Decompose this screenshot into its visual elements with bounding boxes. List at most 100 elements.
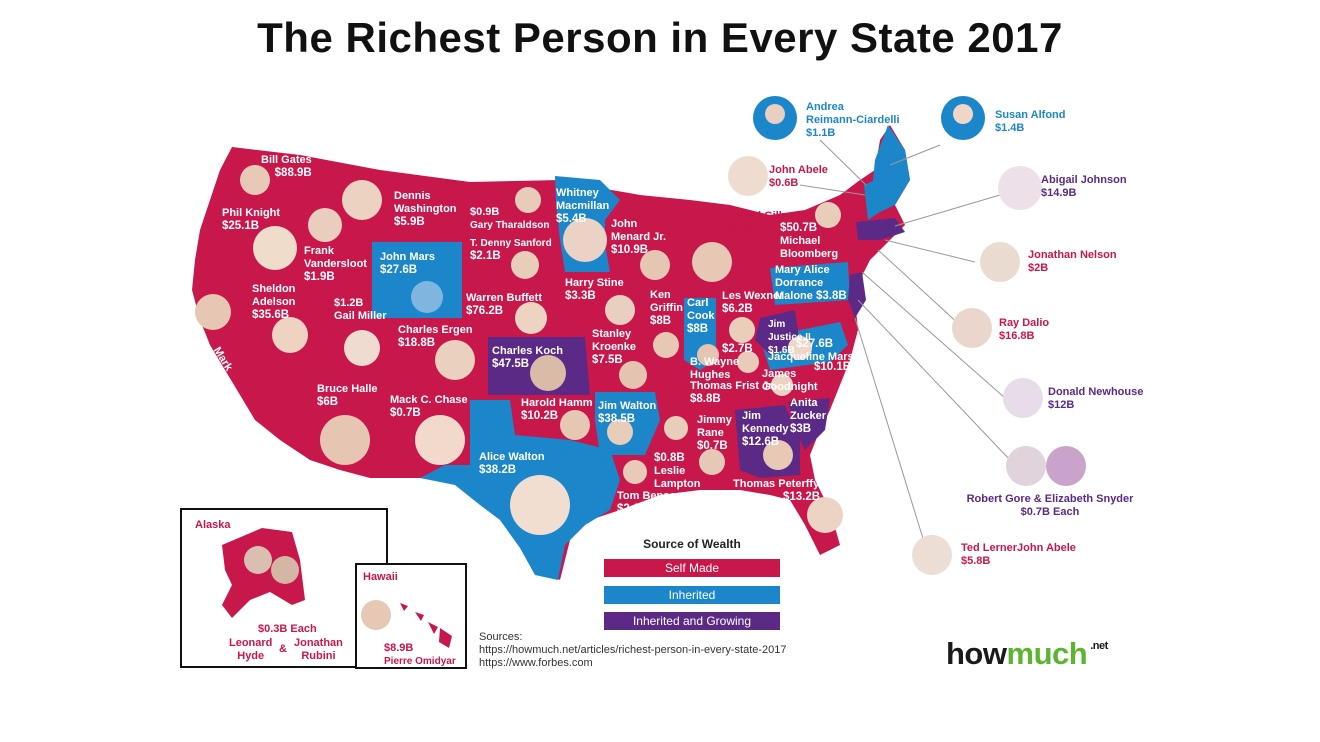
callout-portraits [728,96,1086,575]
portrait-frist [664,416,688,440]
portrait-hughes [697,344,719,366]
portrait-koch [530,355,566,391]
portrait-adelson [272,317,308,353]
portrait-zucker [771,374,793,396]
label-gary: $0.9B Gary Tharaldson [470,206,550,231]
label-jim-kennedy: Jim Kennedy $12.6B [742,410,789,448]
map-portraits [195,165,843,535]
label-denny: T. Denny Sanford $2.1B [470,238,552,262]
label-carl: Carl Cook $8B [687,297,715,335]
label-james-amount: $10.1B [814,361,852,373]
label-harold: Harold Hamm $10.2B [521,397,593,422]
label-james: James Goodnight [762,368,818,393]
callout-susan: Susan Alfond $1.4B [995,109,1066,134]
label-jim-justice: Jim Justice II $1.6B [768,319,811,356]
portrait-rubini [271,556,299,584]
label-tom-benson: Tom Benson $2.6B [617,490,683,515]
label-ken: Ken Griffin $8B [650,289,683,327]
label-sheldon: Sheldon Adelson $35.6B [252,283,296,321]
callout-andrea: Andrea Reimann-Ciardelli $1.1B [806,101,900,139]
label-charles-koch: Charles Koch $47.5B [492,345,563,370]
label-daniel: Daniel Gilbert $5.9B [728,210,800,235]
label-john-menard: John Menard Jr. $10.9B [611,218,667,256]
portrait-gore [1006,446,1046,486]
label-les: Les Wexner $6.2B [722,290,784,315]
portrait-donald [1003,378,1043,418]
portrait-kroenke [619,361,647,389]
portrait-john-abele [728,156,768,196]
label-warren: Warren Buffett $76.2B [466,292,542,317]
source-link-howmuch[interactable]: https://howmuch.net/articles/richest-per… [479,644,787,656]
portrait-buffett [515,302,547,334]
label-thomas-peterffy: Thomas Peterffy $13.2B [733,478,821,503]
callout-abigail: Abigail Johnson $14.9B [1041,174,1127,199]
label-frank: Frank Vandersloot $1.9B [304,245,367,283]
alaska-amount: $0.3B Each [258,623,317,635]
label-bill-gates: Bill Gates $88.9B [261,154,312,179]
portrait-zuckerberg [195,294,231,330]
label-gail: $1.2B Gail Miller [334,297,387,322]
portrait-snyder [1046,446,1086,486]
alaska-shape [222,528,305,618]
hawaii-amount: $8.9B [384,642,414,654]
portrait-griffin [653,332,679,358]
portrait-ergen [435,340,475,380]
source-link-forbes[interactable]: https://www.forbes.com [479,657,593,669]
portrait-hamm [560,410,590,440]
legend-self-made: Self Made [664,561,720,575]
portrait-ted [912,535,952,575]
portrait-alice [510,475,570,535]
label-phil-knight: Phil Knight $25.1B [222,207,281,232]
callout-lines [799,139,1011,546]
callout-ted: Ted LernerJohn Abele $5.8B [961,542,1076,567]
portrait-wexner [729,317,755,343]
pennsylvania-region [770,262,850,305]
hawaii-inset-frame [355,563,467,669]
portrait-bloomberg [815,202,841,228]
callout-gore-snyder: Robert Gore & Elizabeth Snyder $0.7B Each [966,493,1134,518]
portrait-abigail [998,166,1042,210]
portrait-jim-walton [607,419,633,445]
callout-ray: Ray Dalio $16.8B [999,317,1050,342]
portrait-phil-knight [253,226,297,270]
portrait-peterffy [807,497,843,533]
hawaii-islands [400,603,452,648]
alaska-title: Alaska [195,519,231,531]
callout-donald: Donald Newhouse $12B [1048,386,1144,411]
portrait-john-mars [411,281,443,313]
label-mary-alice: Mary Alice Dorrance Malone $3.8B [775,264,847,302]
portrait-chase [415,415,465,465]
label-michael: $50.7B Michael Bloomberg [780,222,839,260]
portrait-tharaldson [515,187,541,213]
label-wayne: $2.7B B. Wayne Hughes [690,343,753,381]
new-hampshire-region [864,180,880,220]
label-john-mars: John Mars $27.6B [380,251,436,276]
west-virginia-region [755,310,800,355]
portrait-rane [699,449,725,475]
legend-inherited: Inherited [668,588,716,602]
massachusetts-region [856,218,905,240]
label-jacqueline: $27.6B Jacqueline Mars [768,338,854,363]
label-dennis: Dennis Washington $5.9B [394,190,457,228]
page-title: The Richest Person in Every State 2017 [257,14,1063,61]
portrait-hyde [244,546,272,574]
portrait-sanford [511,251,539,279]
label-stanley: Stanley Kroenke $7.5B [592,328,637,366]
portrait-stine [605,295,635,325]
howmuch-logo[interactable]: howmuch .net [946,636,1108,671]
legend-title: Source of Wealth [643,537,741,551]
portrait-menard [640,250,670,280]
portrait-omidyar [361,600,391,630]
portrait-bill-gates [240,165,270,195]
portrait-mars [788,336,812,360]
portrait-lampton [623,460,647,484]
legend-growing: Inherited and Growing [632,614,752,628]
alaska-name-b: Jonathan Rubini [294,637,343,662]
portrait-goodnight [737,351,759,373]
sources: Sources: https://howmuch.net/articles/ri… [479,631,787,669]
portrait-gilbert [692,242,732,282]
portrait-jonathan [980,242,1020,282]
callout-john-abele: John Abele $0.6B [769,164,828,189]
maine-region [872,125,910,212]
